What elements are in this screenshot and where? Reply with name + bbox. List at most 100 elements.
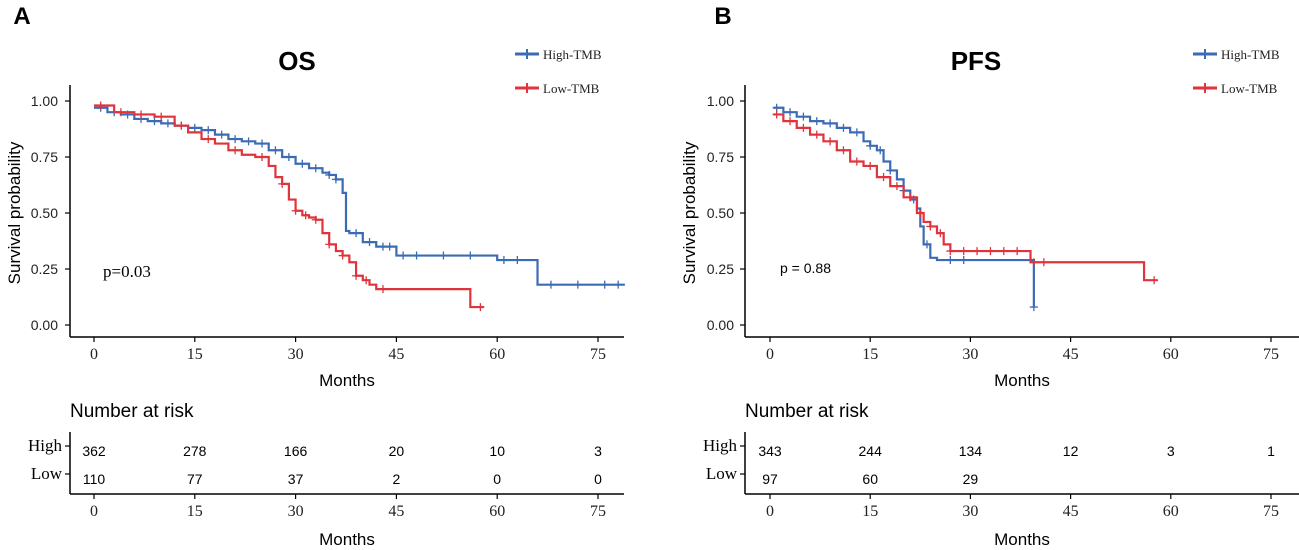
censor-mark	[271, 146, 280, 155]
censor-mark	[922, 240, 931, 249]
censor-mark	[298, 159, 307, 168]
censor-mark	[278, 179, 287, 188]
censor-mark	[839, 146, 848, 155]
censor-mark	[137, 110, 146, 119]
censor-mark	[96, 101, 105, 110]
x-tick-label: 30	[288, 346, 304, 363]
censor-mark	[826, 119, 835, 128]
censor-mark	[513, 256, 522, 265]
censor-mark	[786, 108, 795, 117]
risk-x-tick-label: 0	[766, 503, 774, 520]
censor-mark	[301, 211, 310, 220]
risk-row-label: Low	[31, 464, 63, 483]
censor-mark	[399, 251, 408, 260]
risk-count: 362	[82, 443, 106, 459]
censor-mark	[150, 117, 159, 126]
risk-x-tick-label: 30	[962, 503, 978, 520]
censor-mark	[772, 103, 781, 112]
risk-count: 29	[963, 471, 979, 487]
censor-mark	[772, 110, 781, 119]
x-tick-label: 75	[1263, 346, 1279, 363]
censor-mark	[204, 126, 213, 135]
censor-mark	[546, 280, 555, 289]
legend-entry: Low-TMB	[1193, 81, 1278, 96]
censor-mark	[499, 256, 508, 265]
censor-mark	[799, 123, 808, 132]
censor-mark	[325, 240, 334, 249]
risk-x-tick-label: 75	[1263, 503, 1279, 520]
risk-table-title: Number at risk	[70, 401, 194, 422]
censor-mark	[839, 123, 848, 132]
censor-mark	[1029, 303, 1038, 312]
censor-mark	[786, 117, 795, 126]
panel-b: B PFS High-TMB Low-TMB 0.00 0.25 0.50 0.75 1.00 0…	[680, 3, 1299, 549]
risk-x-tick-label: 60	[1163, 503, 1179, 520]
x-tick-label: 60	[1163, 346, 1179, 363]
y-tick-label: 1.00	[31, 93, 58, 109]
risk-count: 0	[594, 471, 602, 487]
x-tick-label: 60	[489, 346, 505, 363]
censor-mark	[258, 139, 266, 148]
risk-count: 37	[288, 471, 304, 487]
legend-label: High-TMB	[543, 47, 602, 62]
risk-count: 278	[183, 443, 207, 459]
censor-mark	[936, 229, 945, 238]
risk-count: 10	[489, 443, 505, 459]
censor-mark	[886, 166, 895, 175]
risk-count: 60	[862, 471, 878, 487]
censor-mark	[362, 276, 371, 285]
chart-title: PFS	[951, 46, 1002, 76]
x-axis-label: Months	[319, 371, 375, 390]
censor-mark	[573, 280, 582, 289]
y-tick-label: 0.25	[707, 261, 734, 277]
censor-mark	[338, 251, 347, 260]
risk-count: 2	[393, 471, 401, 487]
x-tick-label: 75	[590, 346, 606, 363]
panel-letter: A	[13, 3, 30, 30]
legend-entry: High-TMB	[515, 47, 602, 62]
x-axis-label: Months	[994, 371, 1050, 390]
censor-mark	[284, 153, 293, 161]
y-tick-label: 1.00	[707, 93, 734, 109]
censor-mark	[916, 209, 925, 217]
risk-table-title: Number at risk	[745, 401, 869, 422]
y-axis-label: Survival probability	[680, 141, 699, 284]
y-tick-label: 0.00	[707, 317, 734, 333]
censor-mark	[476, 303, 485, 312]
censor-mark	[1150, 276, 1159, 285]
censor-mark	[946, 256, 955, 265]
risk-x-tick-label: 45	[1063, 503, 1079, 520]
censor-mark	[1039, 258, 1048, 267]
censor-mark	[365, 238, 374, 247]
censor-mark	[204, 135, 213, 144]
risk-x-tick-label: 15	[862, 503, 878, 520]
y-axis-label: Survival probability	[5, 141, 24, 284]
censor-mark	[177, 121, 186, 130]
y-tick-label: 0.25	[31, 261, 58, 277]
risk-count: 3	[1167, 443, 1175, 459]
censor-mark	[826, 137, 835, 146]
risk-count: 343	[758, 443, 782, 459]
censor-mark	[799, 112, 808, 121]
p-value: p=0.03	[103, 262, 151, 281]
censor-mark	[973, 247, 982, 256]
panel-a: A OS High-TMB Low-TMB 0.00 0.25 0.50 0.75 1.00 0 1…	[5, 3, 625, 549]
x-tick-label: 0	[90, 346, 98, 363]
risk-count: 1	[1267, 443, 1275, 459]
legend-entry: Low-TMB	[515, 81, 600, 96]
censor-mark	[999, 247, 1008, 256]
legend-label: Low-TMB	[1221, 81, 1278, 96]
censor-mark	[959, 247, 968, 256]
censor-mark	[600, 280, 609, 289]
risk-x-tick-label: 45	[388, 503, 404, 520]
legend-label: Low-TMB	[543, 81, 600, 96]
risk-row-label: High	[28, 436, 63, 455]
censor-mark	[439, 251, 448, 260]
censor-mark	[466, 251, 475, 260]
x-tick-label: 0	[766, 346, 774, 363]
risk-count: 0	[493, 471, 501, 487]
censor-mark	[352, 271, 361, 280]
risk-x-axis-label: Months	[994, 530, 1050, 549]
risk-row-label: Low	[706, 464, 738, 483]
